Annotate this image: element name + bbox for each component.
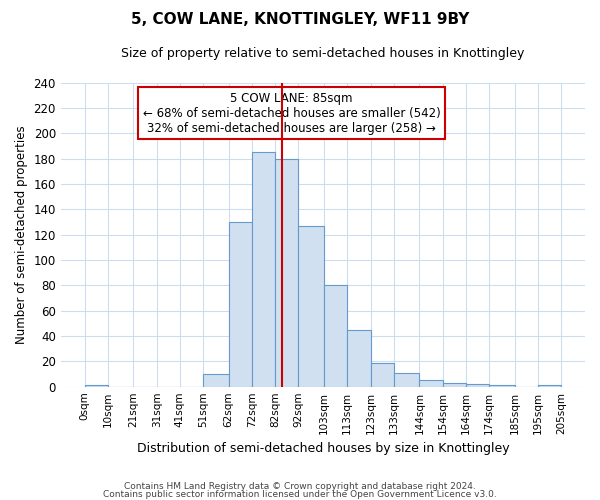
Y-axis label: Number of semi-detached properties: Number of semi-detached properties (15, 126, 28, 344)
Bar (229, 222, 252, 386)
Bar (252, 152, 275, 386)
Bar (347, 330, 371, 386)
Bar (298, 226, 324, 386)
Bar (394, 372, 419, 386)
Text: Contains HM Land Registry data © Crown copyright and database right 2024.: Contains HM Land Registry data © Crown c… (124, 482, 476, 491)
Text: 5, COW LANE, KNOTTINGLEY, WF11 9BY: 5, COW LANE, KNOTTINGLEY, WF11 9BY (131, 12, 469, 28)
Text: 5 COW LANE: 85sqm
← 68% of semi-detached houses are smaller (542)
32% of semi-de: 5 COW LANE: 85sqm ← 68% of semi-detached… (143, 92, 440, 134)
Bar (371, 362, 394, 386)
Bar (203, 374, 229, 386)
X-axis label: Distribution of semi-detached houses by size in Knottingley: Distribution of semi-detached houses by … (137, 442, 509, 455)
Bar (419, 380, 443, 386)
Bar (275, 158, 298, 386)
Bar (324, 286, 347, 386)
Bar (466, 384, 489, 386)
Title: Size of property relative to semi-detached houses in Knottingley: Size of property relative to semi-detach… (121, 48, 524, 60)
Text: Contains public sector information licensed under the Open Government Licence v3: Contains public sector information licen… (103, 490, 497, 499)
Bar (443, 383, 466, 386)
